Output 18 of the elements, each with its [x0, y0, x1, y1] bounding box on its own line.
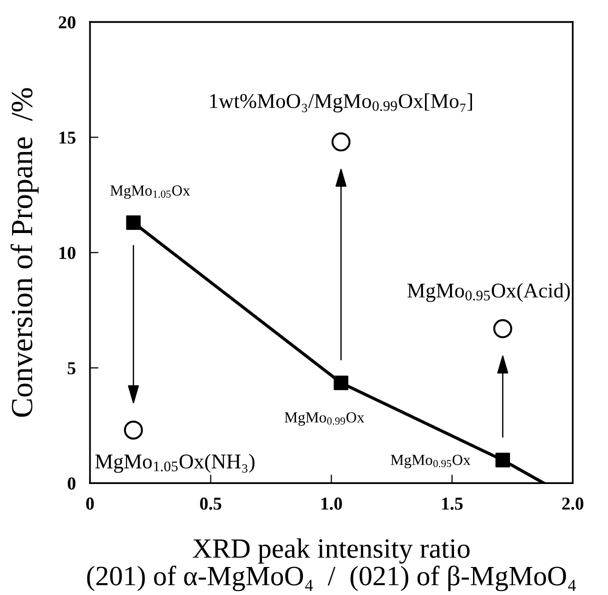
y-axis-title: Conversion of Propane /%: [10, 88, 39, 417]
x-tick-label: 1.0: [322, 498, 342, 510]
x-tick-label: 2.0: [562, 498, 584, 510]
annotation: MgMo$_{1.05}$Ox(NH₃): [95, 454, 255, 473]
annotation: MgMo$_{0.95}$Ox: [390, 454, 470, 468]
x-tick-label: 1.5: [442, 498, 463, 510]
annotation: MgMo$_{1.05}$Ox: [110, 185, 190, 199]
annotation: MgMo$_{0.99}$Ox: [284, 412, 364, 426]
y-tick-label: 20: [58, 16, 76, 28]
y-tick-label: 0: [68, 477, 76, 490]
y-tick-label: 10: [59, 246, 76, 260]
y-tick-label: 5: [68, 362, 76, 374]
y-tick-label: 15: [59, 132, 76, 144]
x-axis-title: XRD peak intensity ratio (201) of α-MgMoO₄ / (021) of β-MgMoO₄: [87, 538, 576, 592]
x-tick-label: 0.5: [200, 498, 222, 510]
annotation: 1wt%MoO₃/MgMo$_{0.99}$Ox[Mo₇]: [210, 93, 472, 112]
annotation: MgMo$_{0.95}$Ox(Acid): [407, 282, 570, 302]
x-tick-label: 0: [86, 498, 94, 510]
